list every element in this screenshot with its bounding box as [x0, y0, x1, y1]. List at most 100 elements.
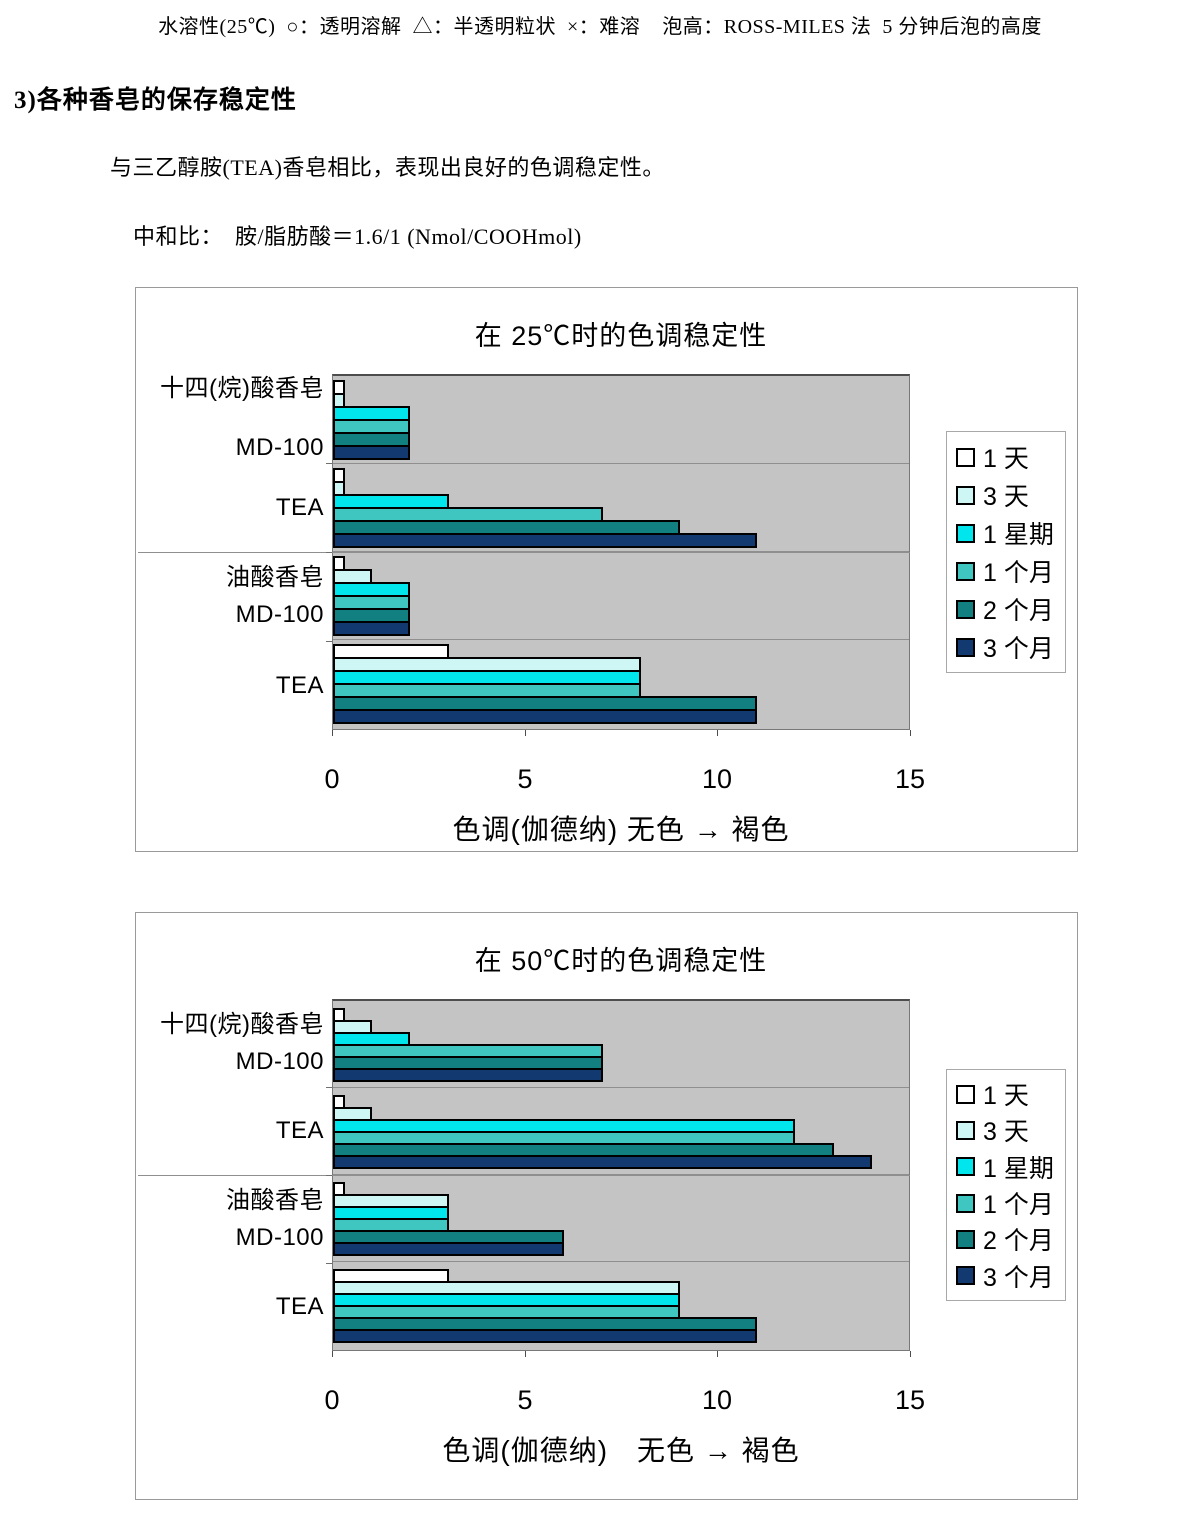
- legend-item: 3 天: [956, 1112, 1065, 1148]
- category-label-line: 十四(烷)酸香皂: [160, 1010, 324, 1038]
- x-axis-tickmark: [332, 1351, 333, 1357]
- x-axis-title: 色调(伽德纳) 无色 → 褐色: [452, 814, 790, 845]
- x-axis-tickmark: [910, 730, 911, 736]
- bar-group: [333, 552, 909, 640]
- chart-color-stability-50c: 在 50℃时的色调稳定性 十四(烷)酸香皂 MD-100 TEA 油酸香皂 MD-100…: [135, 912, 1078, 1500]
- x-axis-tick-label: 10: [701, 1385, 733, 1415]
- legend-item: 1 星期: [956, 1149, 1065, 1185]
- bar-group: [333, 640, 909, 727]
- legend-swatch-icon: [956, 1229, 975, 1249]
- legend-swatch-icon: [956, 523, 975, 543]
- legend-item: 3 个月: [956, 629, 1065, 665]
- legend: 1 天 3 天 1 星期 1 个月 2 个月 3 个月: [946, 1069, 1066, 1301]
- chart-title: 在 50℃时的色调稳定性: [474, 946, 768, 976]
- legend-item: 3 个月: [956, 1258, 1065, 1294]
- category-label: TEA: [140, 1087, 324, 1175]
- x-axis-title: 色调(伽德纳) 无色 → 褐色: [442, 1435, 800, 1466]
- x-axis-tick-label: 0: [324, 764, 340, 794]
- legend-swatch-icon: [956, 561, 975, 581]
- bar-3个月: [333, 1068, 603, 1082]
- legend-label: 1 个月: [983, 1191, 1054, 1220]
- bar-group: [333, 1262, 909, 1348]
- category-label: TEA: [140, 641, 324, 730]
- category-label-line: 油酸香皂: [226, 1186, 324, 1214]
- legend-label: 1 星期: [983, 1154, 1054, 1183]
- legend-label: 3 天: [983, 1118, 1029, 1147]
- category-label: TEA: [140, 1263, 324, 1351]
- legend-item: 1 天: [956, 1076, 1065, 1112]
- x-axis-tickmark: [525, 1351, 526, 1357]
- bar-group: [333, 1175, 909, 1262]
- chart-title: 在 25℃时的色调稳定性: [474, 321, 768, 351]
- legend-item: 1 个月: [956, 553, 1065, 589]
- category-label-line: MD-100: [235, 1047, 324, 1075]
- legend-item: 1 个月: [956, 1185, 1065, 1221]
- legend-label: 2 个月: [983, 597, 1054, 625]
- bar-3个月: [333, 533, 757, 548]
- category-label-line: TEA: [275, 1293, 324, 1321]
- legend-item: 1 天: [956, 439, 1065, 475]
- y-axis-tickmark: [326, 1087, 332, 1088]
- legend-item: 2 个月: [956, 1221, 1065, 1257]
- x-axis-tick-label: 15: [894, 1385, 926, 1415]
- category-label: 十四(烷)酸香皂 MD-100: [140, 999, 324, 1087]
- legend-label: 3 天: [983, 483, 1029, 511]
- legend-swatch-icon: [956, 485, 975, 505]
- legend-swatch-icon: [956, 1193, 975, 1213]
- legend-swatch-icon: [956, 1266, 975, 1286]
- legend-label: 2 个月: [983, 1227, 1054, 1256]
- legend-swatch-icon: [956, 1157, 975, 1177]
- legend-swatch-icon: [956, 1084, 975, 1104]
- category-label-line: 十四(烷)酸香皂: [160, 375, 324, 402]
- bar-group: [333, 464, 909, 552]
- category-label: 油酸香皂 MD-100: [140, 1175, 324, 1263]
- category-label-line: MD-100: [235, 434, 324, 462]
- legend-label: 3 个月: [983, 635, 1054, 663]
- y-axis-tickmark: [326, 463, 332, 464]
- category-separator-line: [138, 1175, 910, 1176]
- x-axis-tickmark: [525, 730, 526, 736]
- x-axis-tickmark: [910, 1351, 911, 1357]
- neutralization-ratio-line: 中和比： 胺/脂肪酸＝1.6/1 (Nmol/COOHmol): [133, 224, 582, 249]
- bar-3个月: [333, 709, 757, 724]
- y-axis-tickmark: [326, 552, 332, 553]
- legend-swatch-icon: [956, 637, 975, 657]
- category-label-line: TEA: [275, 671, 324, 699]
- x-axis-tickmark: [717, 1351, 718, 1357]
- x-axis-ticks: 0 5 10 15: [324, 764, 925, 798]
- x-axis-tick-label: 5: [517, 1385, 533, 1415]
- bar-group: [333, 1088, 909, 1175]
- x-axis-tickmark: [332, 730, 333, 736]
- bar-3个月: [333, 445, 410, 460]
- category-label-line: 油酸香皂: [226, 564, 324, 592]
- bar-group: [333, 376, 909, 464]
- y-axis-tickmark: [326, 1263, 332, 1264]
- category-label-line: TEA: [275, 1117, 324, 1145]
- legend-item: 1 星期: [956, 515, 1065, 551]
- legend-label: 3 个月: [983, 1263, 1054, 1292]
- category-label-line: TEA: [275, 493, 324, 521]
- x-axis-tick-label: 15: [894, 764, 926, 794]
- x-axis-tick-label: 0: [324, 1385, 340, 1415]
- category-label: 油酸香皂 MD-100: [140, 552, 324, 641]
- chart-color-stability-25c: 在 25℃时的色调稳定性 十四(烷)酸香皂 MD-100 TEA 油酸香皂 MD-100…: [135, 287, 1078, 852]
- legend-item: 3 天: [956, 477, 1065, 513]
- x-axis-tickmark: [717, 730, 718, 736]
- bar-3个月: [333, 1242, 564, 1256]
- bar-3个月: [333, 1155, 872, 1169]
- table-footnote: 水溶性(25℃) ○：透明溶解 △：半透明粒状 ×：难溶 泡高：ROSS-MIL…: [158, 16, 1042, 38]
- category-label-line: MD-100: [235, 601, 324, 628]
- legend-label: 1 天: [983, 1082, 1029, 1111]
- category-separator-line: [138, 552, 910, 553]
- legend-swatch-icon: [956, 599, 975, 619]
- section-heading: 3)各种香皂的保存稳定性: [14, 87, 297, 114]
- bar-3个月: [333, 1329, 757, 1343]
- legend-label: 1 星期: [983, 521, 1054, 549]
- x-axis-tick-label: 5: [517, 764, 533, 794]
- intro-paragraph: 与三乙醇胺(TEA)香皂相比，表现出良好的色调稳定性。: [110, 155, 665, 180]
- legend-label: 1 个月: [983, 559, 1054, 587]
- legend: 1 天 3 天 1 星期 1 个月 2 个月 3 个月: [946, 431, 1066, 673]
- x-axis-ticks: 0 5 10 15: [324, 1385, 925, 1419]
- bar-3个月: [333, 621, 410, 636]
